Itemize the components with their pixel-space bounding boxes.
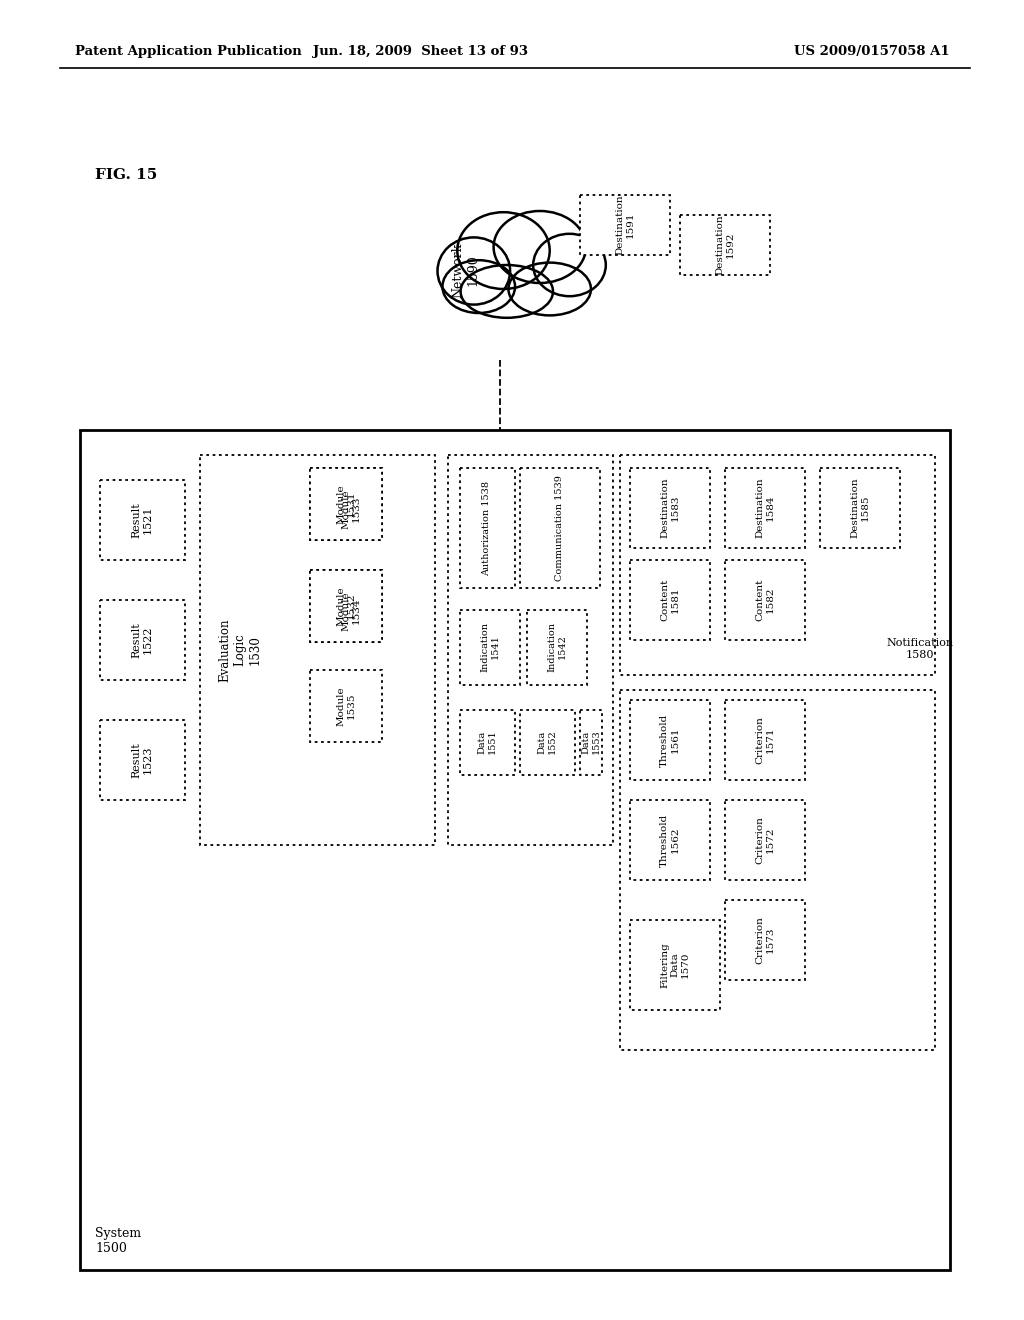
Bar <box>460 469 515 587</box>
Text: Indication
1541: Indication 1541 <box>480 622 500 672</box>
Text: Indication
1542: Indication 1542 <box>547 622 566 672</box>
Text: Destination
1583: Destination 1583 <box>660 478 680 539</box>
Bar <box>460 610 520 685</box>
Bar <box>630 469 710 548</box>
Text: Data
1552: Data 1552 <box>538 730 557 754</box>
Text: Threshold
1562: Threshold 1562 <box>660 813 680 867</box>
Text: Module
1535: Module 1535 <box>336 686 355 726</box>
Text: Data
1551: Data 1551 <box>477 730 497 754</box>
Ellipse shape <box>461 265 553 318</box>
Text: Result
1521: Result 1521 <box>131 502 153 537</box>
Bar <box>630 700 710 780</box>
Text: US 2009/0157058 A1: US 2009/0157058 A1 <box>795 45 950 58</box>
Text: Patent Application Publication: Patent Application Publication <box>75 45 302 58</box>
Bar <box>100 719 185 800</box>
Ellipse shape <box>437 238 510 305</box>
Bar <box>680 215 770 275</box>
Text: Communication 1539: Communication 1539 <box>555 475 564 581</box>
Text: Criterion
1573: Criterion 1573 <box>756 916 775 964</box>
Bar <box>725 800 805 880</box>
Bar <box>820 469 900 548</box>
Bar <box>725 560 805 640</box>
Bar <box>630 800 710 880</box>
Bar <box>580 195 670 255</box>
Ellipse shape <box>458 213 550 289</box>
Text: Authorization 1538: Authorization 1538 <box>482 480 492 576</box>
Bar <box>460 710 515 775</box>
Bar <box>100 480 185 560</box>
Bar <box>630 920 720 1010</box>
Text: Module
1532: Module 1532 <box>336 586 355 626</box>
Text: Data
1553: Data 1553 <box>582 730 601 754</box>
Bar <box>725 700 805 780</box>
Text: System
1500: System 1500 <box>95 1228 141 1255</box>
Text: Module
1531: Module 1531 <box>336 484 355 524</box>
Bar <box>620 690 935 1049</box>
Text: Destination
1585: Destination 1585 <box>850 478 869 539</box>
Text: Module
1534: Module 1534 <box>341 591 360 631</box>
Text: Notification
1580: Notification 1580 <box>887 639 953 660</box>
Text: Jun. 18, 2009  Sheet 13 of 93: Jun. 18, 2009 Sheet 13 of 93 <box>312 45 527 58</box>
Bar <box>100 601 185 680</box>
Text: Evaluation
Logic
1530: Evaluation Logic 1530 <box>218 618 261 681</box>
Text: Content
1581: Content 1581 <box>660 578 680 622</box>
Bar <box>520 710 575 775</box>
Ellipse shape <box>509 263 591 315</box>
Bar <box>527 610 587 685</box>
Text: Module
1533: Module 1533 <box>341 490 360 529</box>
Text: Threshold
1561: Threshold 1561 <box>660 713 680 767</box>
Ellipse shape <box>442 260 515 313</box>
Text: Result
1523: Result 1523 <box>131 742 153 777</box>
Text: Filtering
Data
1570: Filtering Data 1570 <box>660 942 690 987</box>
Bar <box>310 469 382 540</box>
Text: Criterion
1571: Criterion 1571 <box>756 715 775 764</box>
Text: Result
1522: Result 1522 <box>131 622 153 657</box>
Bar <box>725 469 805 548</box>
Bar <box>449 455 613 845</box>
Bar <box>200 455 435 845</box>
Bar <box>580 710 602 775</box>
Bar <box>520 469 600 587</box>
Bar <box>80 430 950 1270</box>
Bar <box>725 900 805 979</box>
Bar <box>310 570 382 642</box>
Text: Criterion
1572: Criterion 1572 <box>756 816 775 863</box>
Text: Destination
1591: Destination 1591 <box>615 194 635 255</box>
Bar <box>630 560 710 640</box>
Bar <box>310 671 382 742</box>
Bar <box>620 455 935 675</box>
Text: Destination
1592: Destination 1592 <box>716 215 734 276</box>
Ellipse shape <box>534 234 606 296</box>
Ellipse shape <box>494 211 586 282</box>
Text: FIG. 15: FIG. 15 <box>95 168 158 182</box>
Bar <box>310 469 382 540</box>
Bar <box>310 570 382 642</box>
Text: Content
1582: Content 1582 <box>756 578 775 622</box>
Text: Destination
1584: Destination 1584 <box>756 478 775 539</box>
Text: Network
1590: Network 1590 <box>451 243 479 297</box>
